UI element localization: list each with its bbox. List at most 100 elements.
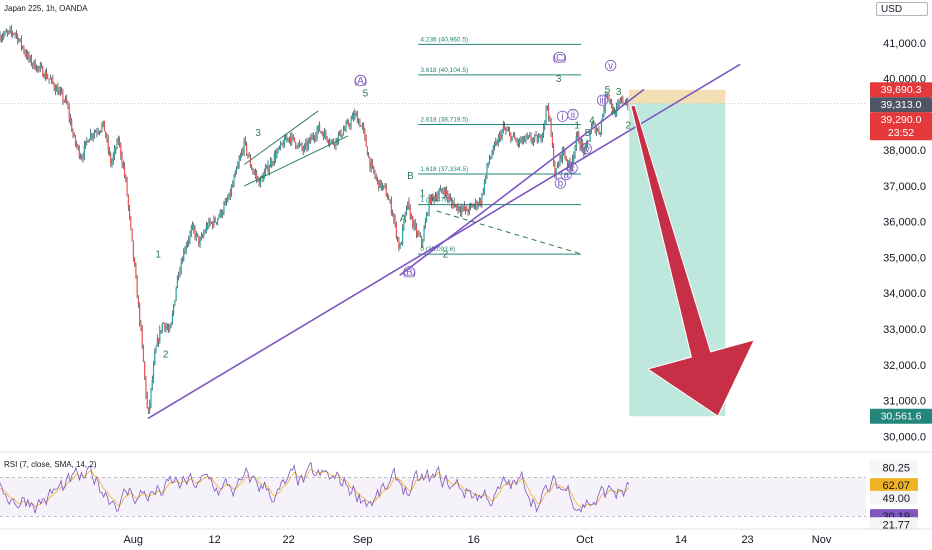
- candle-body: [59, 91, 61, 92]
- candle-body: [246, 142, 248, 154]
- candle-body: [195, 233, 197, 238]
- time-tick-label: 16: [468, 534, 480, 546]
- candle-body: [308, 137, 311, 142]
- candle-body: [235, 168, 238, 172]
- candle-body: [268, 167, 270, 172]
- candle-body: [358, 120, 360, 123]
- candle-body: [66, 98, 68, 103]
- candle-body: [174, 300, 176, 306]
- candle-body: [58, 91, 60, 95]
- candle-body: [160, 330, 162, 332]
- wave-label: 5: [605, 85, 611, 96]
- candle-body: [84, 141, 87, 146]
- candle-body: [347, 121, 350, 126]
- candle-body: [139, 304, 141, 323]
- candle-body: [209, 220, 211, 223]
- candle-body: [612, 106, 614, 112]
- candle-body: [141, 328, 143, 346]
- candle-body: [69, 117, 72, 122]
- candle-body: [593, 123, 595, 124]
- candle-body: [546, 106, 548, 109]
- time-axis[interactable]: Aug 12 22 Sep 16 Oct 14 23 Nov: [0, 528, 932, 546]
- candle-body: [529, 135, 531, 137]
- candle-body: [13, 33, 15, 35]
- price-tick-label: 34,000.0: [883, 288, 926, 300]
- candle-body: [257, 178, 259, 179]
- rsi-signal-line: [0, 468, 630, 508]
- candle-body: [531, 140, 533, 142]
- candle-body: [175, 288, 177, 301]
- candle-body: [102, 120, 104, 126]
- wave-label: 4: [589, 115, 595, 126]
- candle-body: [218, 216, 220, 219]
- candle-body: [232, 184, 234, 188]
- candle-body: [436, 196, 438, 200]
- candle-body: [505, 129, 507, 131]
- candle-body: [507, 130, 509, 132]
- candle-body: [281, 143, 283, 145]
- candle-body: [310, 137, 312, 141]
- candle-body: [316, 130, 318, 137]
- candle-body: [486, 165, 488, 176]
- candle-body: [251, 165, 253, 170]
- candle-body: [322, 133, 324, 139]
- candle-body: [515, 138, 517, 141]
- candle-body: [534, 135, 536, 139]
- candle-body: [414, 223, 416, 227]
- candle-body: [500, 134, 502, 139]
- candle-body: [196, 233, 199, 236]
- candle-body: [326, 136, 328, 141]
- candle-body: [366, 146, 369, 156]
- fib-level-label: 0 (35,093.6): [420, 246, 455, 253]
- candle-body: [30, 57, 33, 65]
- candle-body: [292, 135, 294, 138]
- candle-body: [408, 201, 410, 207]
- candle-body: [578, 132, 580, 144]
- candle-body: [164, 323, 166, 329]
- candle-body: [113, 149, 116, 156]
- candle-body: [161, 323, 163, 332]
- candle-body: [279, 143, 282, 148]
- wave-label: B: [407, 171, 414, 182]
- candle-body: [5, 31, 7, 33]
- candle-body: [548, 106, 550, 117]
- candle-body: [349, 125, 351, 126]
- candle-body: [186, 242, 189, 247]
- candle-body: [359, 120, 361, 127]
- candle-body: [545, 108, 547, 121]
- rsi-tick-badge: [870, 478, 918, 492]
- candle-body: [602, 114, 604, 121]
- candle-body: [610, 100, 613, 107]
- candle-body: [140, 322, 142, 329]
- channel-upper: [243, 110, 319, 165]
- time-tick-label: Aug: [123, 534, 143, 546]
- currency-selector[interactable]: USD: [876, 2, 928, 16]
- candle-body: [136, 277, 138, 299]
- candle-body: [425, 213, 428, 222]
- candle-body: [210, 222, 212, 224]
- price-badge: [870, 82, 932, 98]
- candle-body: [319, 124, 321, 132]
- candle-body: [35, 69, 38, 71]
- candle-body: [74, 135, 77, 144]
- candle-body: [147, 407, 150, 411]
- price-axis[interactable]: 30,000.0 31,000.0 32,000.0 33,000.0 34,000.0…: [883, 2, 926, 443]
- candle-body: [180, 262, 182, 271]
- candle-body: [485, 175, 487, 182]
- candle-body: [259, 176, 262, 187]
- candle-body: [1, 36, 4, 39]
- candle-body: [116, 139, 118, 150]
- candle-body: [510, 132, 512, 141]
- candle-body: [393, 214, 395, 220]
- candle-body: [418, 233, 420, 236]
- candle-body: [451, 199, 453, 204]
- candle-body: [190, 228, 192, 234]
- candle-body: [45, 72, 48, 79]
- candle-body: [293, 137, 296, 142]
- candle-body: [541, 134, 543, 141]
- wave-label-circled: (A): [354, 76, 367, 87]
- candle-body: [458, 206, 460, 211]
- candle-body: [149, 403, 151, 411]
